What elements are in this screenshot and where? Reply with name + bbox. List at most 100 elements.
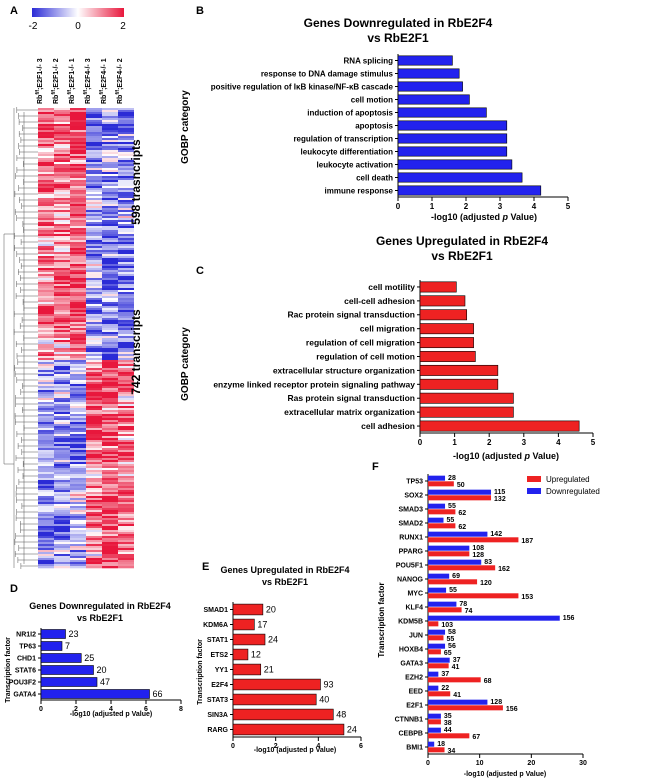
- heatmap-cell: [102, 550, 118, 553]
- heatmap-cell: [102, 498, 118, 501]
- heatmap-cell: [70, 286, 86, 289]
- heatmap-cell: [102, 140, 118, 143]
- heatmap-cell: [70, 258, 86, 261]
- dendrogram-branch: [23, 305, 38, 311]
- heatmap-cell: [86, 220, 102, 223]
- heatmap-cell: [118, 406, 134, 409]
- heatmap-cell: [38, 498, 54, 501]
- heatmap-cell: [38, 472, 54, 475]
- chart-f-label-up: 41: [452, 664, 460, 671]
- chart-e-x-tick-label: 6: [359, 743, 363, 750]
- heatmap-cell: [54, 232, 70, 235]
- heatmap-cell: [102, 322, 118, 325]
- heatmap-cell: [54, 182, 70, 185]
- heatmap-cell: [118, 318, 134, 321]
- chart-f-bar-down: [428, 643, 446, 649]
- heatmap-cell: [38, 128, 54, 131]
- heatmap-cell: [102, 116, 118, 119]
- heatmap-cell: [102, 376, 118, 379]
- heatmap-cell: [38, 352, 54, 355]
- dendrogram-branch: [16, 215, 38, 221]
- heatmap-cell: [70, 244, 86, 247]
- heatmap-cell: [118, 464, 134, 467]
- heatmap-cell: [70, 444, 86, 447]
- chart-e-value-label: 93: [323, 680, 333, 690]
- heatmap-cell: [54, 280, 70, 283]
- heatmap-cell: [86, 308, 102, 311]
- heatmap-cell: [38, 390, 54, 393]
- heatmap-cell: [102, 418, 118, 421]
- heatmap-cell: [54, 140, 70, 143]
- heatmap-cell: [86, 244, 102, 247]
- heatmap-cell: [38, 496, 54, 499]
- heatmap-cell: [86, 302, 102, 305]
- chart-b-xlabel-post: Value): [508, 212, 537, 222]
- heatmap-cell: [38, 296, 54, 299]
- heatmap-cell: [70, 230, 86, 233]
- heatmap-cell: [54, 564, 70, 567]
- heatmap-cell: [102, 202, 118, 205]
- heatmap-cell: [102, 354, 118, 357]
- heatmap-cell: [86, 254, 102, 257]
- chart-b-category-label: leukocyte activation: [317, 160, 394, 169]
- heatmap-cell: [102, 434, 118, 437]
- heatmap-cell: [54, 274, 70, 277]
- chart-f-label-up: 153: [521, 594, 533, 601]
- heatmap-cell: [102, 346, 118, 349]
- heatmap-cell: [38, 554, 54, 557]
- heatmap-cell: [70, 132, 86, 135]
- chart-e-x-tick-label: 4: [316, 743, 320, 750]
- heatmap-cell: [102, 250, 118, 253]
- heatmap-cell: [54, 476, 70, 479]
- heatmap-cell: [38, 426, 54, 429]
- heatmap-cell: [102, 428, 118, 431]
- dendrogram-branch: [21, 317, 38, 323]
- dendrogram-branch: [15, 515, 38, 521]
- chart-e-title-line1: Genes Upregulated in RbE2F4: [220, 565, 349, 575]
- heatmap-cell: [70, 516, 86, 519]
- heatmap-cell: [54, 246, 70, 249]
- heatmap-cell: [86, 472, 102, 475]
- heatmap-cell: [38, 220, 54, 223]
- heatmap-cell: [86, 496, 102, 499]
- heatmap-cell: [38, 280, 54, 283]
- heatmap-cell: [70, 248, 86, 251]
- heatmap-cell: [54, 432, 70, 435]
- heatmap-cell: [102, 248, 118, 251]
- heatmap-cell: [70, 228, 86, 231]
- heatmap-cell: [70, 340, 86, 343]
- heatmap-cell: [102, 142, 118, 145]
- heatmap-cell: [70, 168, 86, 171]
- heatmap-cell: [70, 390, 86, 393]
- heatmap-cell: [54, 214, 70, 217]
- heatmap-cell: [70, 220, 86, 223]
- heatmap-cell: [38, 458, 54, 461]
- heatmap-cell: [70, 318, 86, 321]
- chart-c-bar: [419, 295, 466, 307]
- heatmap-cell: [70, 270, 86, 273]
- heatmap-cell: [38, 500, 54, 503]
- heatmap-cell: [54, 164, 70, 167]
- heatmap-cell: [118, 450, 134, 453]
- chart-c-category-label: extracellular matrix organization: [284, 407, 415, 417]
- heatmap-cell: [102, 196, 118, 199]
- heatmap-cell: [102, 166, 118, 169]
- chart-c-xlabel-post: Value): [530, 451, 559, 461]
- chart-f-category-label: SOX2: [404, 493, 423, 500]
- heatmap-cell: [118, 170, 134, 173]
- heatmap-cell: [118, 120, 134, 123]
- heatmap-cell: [38, 138, 54, 141]
- heatmap-cell: [118, 144, 134, 147]
- heatmap-cell: [54, 556, 70, 559]
- heatmap-cell: [118, 490, 134, 493]
- heatmap-cell: [118, 108, 134, 111]
- chart-d-x-tick-label: 2: [74, 706, 78, 713]
- dendrogram-branch: [21, 203, 38, 209]
- heatmap-cell: [86, 242, 102, 245]
- heatmap-cell: [70, 328, 86, 331]
- heatmap-cell: [70, 474, 86, 477]
- heatmap-cell: [102, 162, 118, 165]
- heatmap-cell: [38, 488, 54, 491]
- heatmap-cell: [54, 212, 70, 215]
- heatmap-cell: [54, 276, 70, 279]
